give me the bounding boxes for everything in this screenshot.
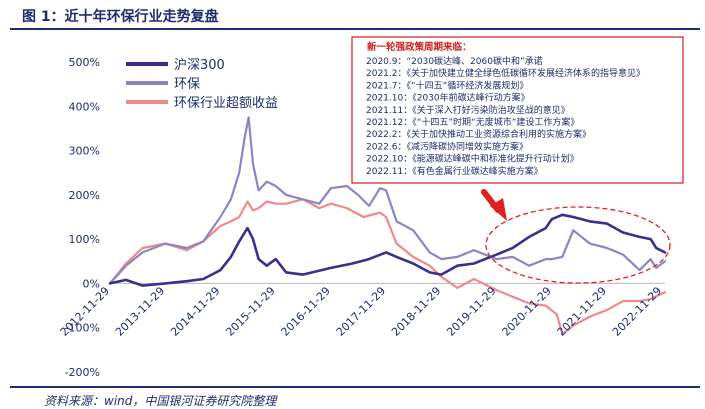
legend-label: 环保 xyxy=(174,77,200,92)
legend-label: 沪深300 xyxy=(174,57,225,73)
annotation-item: 2020.9：“2030碳达峰、2060碳中和”承诺 xyxy=(366,55,543,67)
y-tick-label: -200% xyxy=(65,366,100,379)
y-tick-label: 400% xyxy=(69,100,100,113)
x-tick-label: 2016-11-29 xyxy=(279,284,333,338)
arrow-icon xyxy=(481,189,507,221)
x-tick-label: 2013-11-29 xyxy=(113,284,167,338)
figure-title: 图 1：近十年环保行业走势复盘 xyxy=(22,9,219,25)
x-tick-label: 2022-11-29 xyxy=(610,284,664,338)
annotation-item: 2022.11：《有色金属行业碳达峰实施方案》 xyxy=(366,165,543,177)
annotation-item: 2022.6：《减污降碳协同增效实施方案》 xyxy=(366,140,528,152)
y-tick-label: 0% xyxy=(83,277,100,290)
y-tick-label: 100% xyxy=(69,233,100,246)
series-line-0 xyxy=(108,213,667,287)
x-tick-label: 2017-11-29 xyxy=(334,284,388,338)
x-tick-label: 2015-11-29 xyxy=(223,284,277,338)
x-tick-label: 2019-11-29 xyxy=(444,284,498,338)
annotation-frame xyxy=(351,36,684,184)
y-tick-label: 500% xyxy=(69,56,100,69)
x-tick-label: 2020-11-29 xyxy=(500,284,554,338)
policy-annotation-box: 新一轮强政策周期来临：2020.9：“2030碳达峰、2060碳中和”承诺202… xyxy=(351,36,684,184)
x-tick-label: 2014-11-29 xyxy=(168,284,222,338)
annotation-item: 2021.10：《2030年前碳达峰行动方案》 xyxy=(366,92,530,104)
y-tick-label: 300% xyxy=(69,145,100,158)
annotation-item: 2022.2：《关于加快推动工业资源综合利用的实施方案》 xyxy=(366,128,591,140)
series-line-1 xyxy=(108,116,667,285)
top-rule xyxy=(10,28,700,30)
annotation-item: 2021.12：《“十四五”时期“无废城市”建设工作方案》 xyxy=(366,116,579,128)
annotation-item: 2021.2：《关于加快建立健全绿色低碳循环发展经济体系的指导意见》 xyxy=(366,67,645,79)
series-lines xyxy=(108,116,667,336)
annotation-item: 2021.7：《“十四五”循环经济发展规划》 xyxy=(366,79,528,91)
annotation-item: 2022.10：《能源碳达峰碳中和标准化提升行动计划》 xyxy=(366,153,579,165)
legend-label: 环保行业超额收益 xyxy=(174,96,278,111)
y-axis-ticks: 500% 400% 300% 200% 100% 0% -100% -200% xyxy=(65,56,665,379)
y-tick-label: -100% xyxy=(65,322,100,335)
highlight-ellipse xyxy=(485,206,671,284)
bottom-rule xyxy=(10,386,700,388)
source-note: 资料来源：wind，中国银河证券研究院整理 xyxy=(44,394,277,408)
annotation-item: 2021.11：《关于深入打好污染防治攻坚战的意见》 xyxy=(366,104,570,116)
x-axis-ticks: 2012-11-29 2013-11-29 2014-11-29 2015-11-29… xyxy=(58,284,665,338)
series-line-2 xyxy=(108,198,667,336)
annotation-title: 新一轮强政策周期来临： xyxy=(367,41,472,53)
x-tick-label: 2018-11-29 xyxy=(389,284,443,338)
y-tick-label: 200% xyxy=(69,189,100,202)
